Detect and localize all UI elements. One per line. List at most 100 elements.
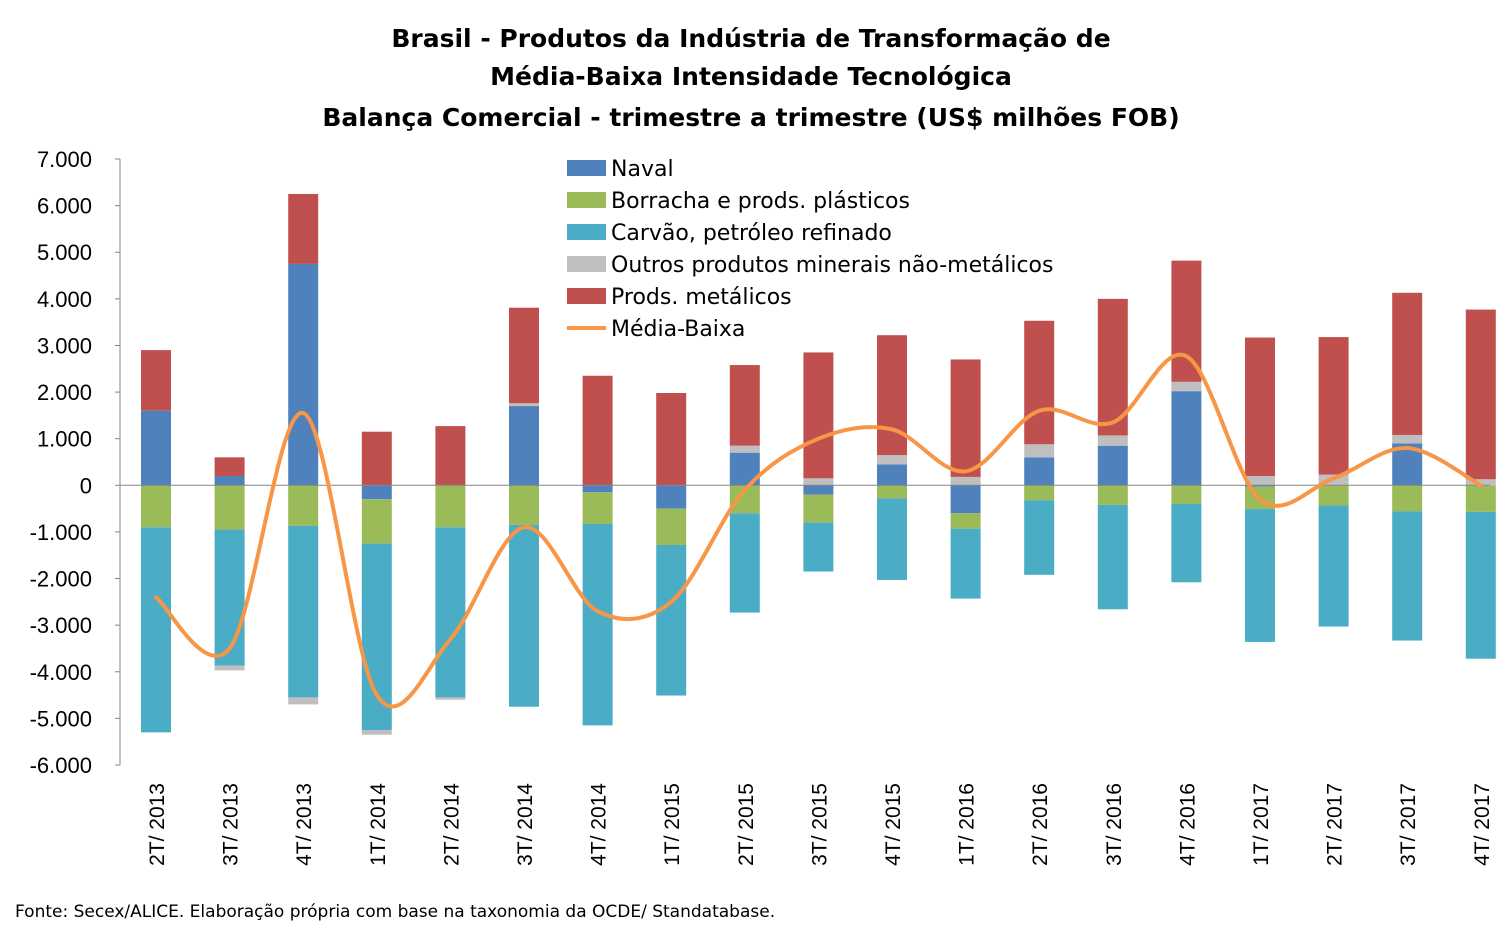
bar-segment-3 (656, 544, 687, 696)
bar-segment-4 (361, 730, 392, 735)
bar-segment-1 (950, 485, 981, 514)
bar-segment-1 (656, 485, 687, 509)
bar-segment-5 (1392, 292, 1423, 435)
bar-segment-4 (950, 476, 981, 486)
y-tick-label: -1.000 (30, 520, 92, 545)
bar-segment-3 (877, 498, 907, 580)
x-tick-label: 2T/ 2014 (440, 783, 463, 866)
bar-segment-2 (1318, 485, 1349, 506)
bar-segment-1 (1171, 391, 1202, 486)
y-tick-label: -6.000 (30, 753, 92, 778)
chart-title-line-1: Brasil - Produtos da Indústria de Transf… (391, 24, 1110, 53)
bar-segment-2 (950, 513, 981, 529)
bar-segment-2 (288, 485, 319, 526)
bar-segment-2 (214, 485, 245, 530)
bar-segment-3 (1024, 500, 1055, 575)
x-tick-label: 3T/ 2013 (220, 783, 243, 866)
bar-segment-4 (1465, 479, 1496, 486)
bar-segment-5 (877, 335, 907, 456)
bar-segment-2 (1392, 485, 1423, 512)
bar-segment-5 (803, 352, 834, 479)
bar-segment-4 (1097, 435, 1128, 446)
bar-segment-5 (141, 350, 171, 411)
x-tick-label: 2T/ 2017 (1324, 783, 1347, 866)
bar-segment-1 (141, 410, 171, 486)
y-tick-label: 0 (80, 473, 92, 498)
bar-segment-1 (1024, 457, 1055, 486)
bar-segment-1 (1245, 485, 1275, 487)
bar-segment-3 (1465, 511, 1496, 659)
y-axis: 7.000 6.000 5.000 4.000 3.000 2.000 1.000 0 -1.0… (30, 147, 121, 778)
legend-label: Média-Baixa (611, 317, 745, 342)
y-tick-label: 4.000 (37, 287, 92, 312)
x-tick-label: 3T/ 2015 (808, 783, 831, 866)
bar-segment-2 (582, 492, 613, 524)
bar-segment-3 (729, 513, 760, 613)
bar-segment-2 (877, 485, 907, 499)
bar-segment-2 (1097, 485, 1128, 505)
bar-segment-4 (288, 697, 319, 705)
bar-segment-4 (435, 697, 466, 700)
bar-segment-5 (582, 375, 613, 486)
bar-segment-3 (1318, 505, 1349, 627)
legend: Naval Borracha e prods. plásticos Carvão, … (567, 157, 1053, 342)
y-tick-label: -3.000 (30, 613, 92, 638)
bar-segment-5 (1245, 337, 1275, 476)
bar-segment-5 (435, 426, 466, 486)
x-tick-label: 2T/ 2016 (1029, 783, 1052, 866)
bar-segment-4 (1392, 434, 1423, 444)
y-tick-label: 5.000 (37, 240, 92, 265)
line-layer (154, 352, 1483, 709)
bar-segment-3 (435, 527, 466, 698)
bar-segment-1 (361, 485, 392, 500)
y-tick-label: -4.000 (30, 660, 92, 685)
y-tick-label: -5.000 (30, 706, 92, 731)
bar-segment-3 (288, 525, 319, 698)
source-note: Fonte: Secex/ALICE. Elaboração própria c… (15, 902, 776, 922)
bar-segment-3 (1171, 503, 1202, 583)
bar-segment-2 (656, 508, 687, 545)
bar-segment-2 (1171, 485, 1202, 504)
bar-segment-1 (803, 485, 834, 495)
bar-segment-3 (141, 527, 171, 733)
bar-segment-2 (509, 485, 539, 525)
x-tick-label: 3T/ 2014 (514, 783, 537, 866)
x-tick-label: 1T/ 2017 (1250, 783, 1273, 866)
bar-segment-4 (1171, 381, 1202, 392)
x-tick-label: 2T/ 2013 (146, 783, 169, 866)
bar-segment-3 (582, 523, 613, 726)
chart: Brasil - Produtos da Indústria de Transf… (30, 24, 1496, 866)
y-tick-label: 1.000 (37, 427, 92, 452)
legend-swatch (567, 160, 606, 176)
legend-label: Outros produtos minerais não-metálicos (611, 253, 1053, 278)
bar-segment-5 (1465, 309, 1496, 480)
bar-segment-3 (803, 522, 834, 572)
x-tick-label: 4T/ 2014 (588, 783, 611, 866)
bar-segment-4 (1024, 444, 1055, 458)
bar-segment-2 (1024, 485, 1055, 501)
bar-segment-3 (214, 529, 245, 666)
bar-segment-2 (1465, 485, 1496, 512)
legend-swatch (567, 224, 606, 240)
x-tick-label: 3T/ 2016 (1103, 783, 1126, 866)
y-tick-label: 6.000 (37, 194, 92, 219)
legend-swatch (567, 192, 606, 208)
bar-segment-5 (1024, 320, 1055, 445)
bar-segment-2 (141, 485, 171, 528)
bar-segment-4 (877, 455, 907, 465)
bar-segment-4 (509, 403, 539, 407)
legend-label: Naval (611, 157, 674, 182)
chart-title: Brasil - Produtos da Indústria de Transf… (322, 24, 1179, 132)
bar-segment-5 (509, 307, 539, 404)
bar-segment-1 (877, 464, 907, 486)
x-tick-label: 4T/ 2015 (882, 783, 905, 866)
bar-segment-4 (1245, 475, 1275, 486)
bar-segment-2 (803, 494, 834, 523)
chart-title-line-3: Balança Comercial - trimestre a trimestr… (322, 103, 1179, 132)
bar-segment-2 (435, 485, 466, 528)
bar-segment-1 (214, 475, 245, 486)
y-tick-label: 2.000 (37, 380, 92, 405)
bar-segment-1 (509, 406, 539, 486)
legend-swatch (567, 288, 606, 304)
y-tick-label: 7.000 (37, 147, 92, 172)
